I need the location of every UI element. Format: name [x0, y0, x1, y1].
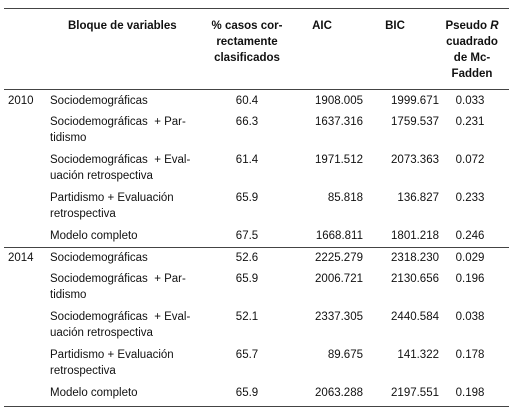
year: 2014: [8, 252, 34, 264]
pct: 61.4: [235, 154, 259, 166]
bic: 2073.363: [391, 154, 439, 166]
r2: 0.178: [455, 349, 485, 361]
block-name: uación retrospectiva: [50, 170, 153, 182]
header-pct: rectamente: [216, 36, 278, 48]
aic: 1637.316: [315, 116, 363, 128]
aic: 1971.512: [315, 154, 363, 166]
rule: [4, 89, 509, 90]
year: 2010: [8, 95, 34, 107]
bic: 2197.551: [391, 387, 439, 399]
pct: 65.7: [235, 349, 259, 361]
r2: 0.196: [455, 273, 485, 285]
aic: 2225.279: [315, 252, 363, 264]
bic: 1759.537: [391, 116, 439, 128]
block-name: Sociodemográficas + Par-: [50, 116, 186, 128]
pct: 65.9: [235, 192, 259, 204]
r2: 0.246: [455, 230, 485, 242]
header-r2: R: [490, 20, 499, 32]
r2: 0.033: [455, 95, 485, 107]
bic: 1999.671: [391, 95, 439, 107]
bic: 2318.230: [391, 252, 439, 264]
header-r2: de Mc-: [453, 52, 491, 64]
block-name: tidismo: [50, 132, 87, 144]
pct: 52.6: [235, 252, 259, 264]
block-name: Modelo completo: [50, 387, 138, 399]
rule: [4, 406, 509, 407]
bic: 136.827: [397, 192, 439, 204]
rule: [4, 247, 509, 248]
block-name: retrospectiva: [50, 365, 116, 377]
aic: 1908.005: [315, 95, 363, 107]
aic: 85.818: [327, 192, 363, 204]
r2: 0.072: [455, 154, 485, 166]
pct: 60.4: [235, 95, 259, 107]
r2: 0.233: [455, 192, 485, 204]
block-name: uación retrospectiva: [50, 327, 153, 339]
aic: 2337.305: [315, 311, 363, 323]
header-aic: AIC: [312, 20, 332, 32]
block-name: Partidismo + Evaluación: [50, 349, 174, 361]
header-r2: Fadden: [451, 68, 493, 80]
pct: 67.5: [235, 230, 259, 242]
block-name: Sociodemográficas: [50, 252, 148, 264]
header-bic: BIC: [385, 20, 405, 32]
block-name: Partidismo + Evaluación: [50, 192, 174, 204]
block-name: Sociodemográficas + Par-: [50, 273, 186, 285]
aic: 89.675: [327, 349, 363, 361]
block-name: Sociodemográficas + Eval-: [50, 311, 191, 323]
pct: 52.1: [235, 311, 259, 323]
bic: 2440.584: [391, 311, 439, 323]
header-block: Bloque de variables: [68, 20, 177, 32]
pct: 66.3: [235, 116, 259, 128]
pct: 65.9: [235, 273, 259, 285]
aic: 2063.288: [315, 387, 363, 399]
header-r2: cuadrado: [446, 36, 498, 48]
header-pct: % casos cor-: [211, 20, 283, 32]
bic: 2130.656: [391, 273, 439, 285]
block-name: retrospectiva: [50, 208, 116, 220]
bic: 141.322: [397, 349, 439, 361]
header-r2: Pseudo R: [445, 18, 498, 34]
aic: 1668.811: [315, 230, 363, 242]
block-name: Modelo completo: [50, 230, 138, 242]
aic: 2006.721: [315, 273, 363, 285]
r2: 0.231: [455, 116, 485, 128]
header-pct: clasificados: [214, 52, 280, 64]
block-name: Sociodemográficas + Eval-: [50, 154, 191, 166]
rule: [4, 8, 509, 9]
pct: 65.9: [235, 387, 259, 399]
r2: 0.029: [455, 252, 485, 264]
bic: 1801.218: [391, 230, 439, 242]
block-name: tidismo: [50, 289, 87, 301]
header-r2: Pseudo: [445, 20, 488, 32]
block-name: Sociodemográficas: [50, 95, 148, 107]
r2: 0.198: [455, 387, 485, 399]
r2: 0.038: [455, 311, 485, 323]
